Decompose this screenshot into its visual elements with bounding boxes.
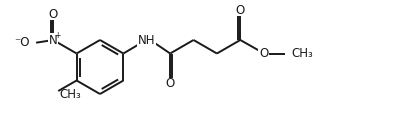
Text: CH₃: CH₃ xyxy=(292,47,313,60)
Text: CH₃: CH₃ xyxy=(59,88,81,101)
Text: O: O xyxy=(259,47,268,60)
Text: O: O xyxy=(166,77,175,90)
Text: O: O xyxy=(48,8,58,21)
Text: +: + xyxy=(54,31,61,40)
Text: N: N xyxy=(49,34,58,46)
Text: ⁻O: ⁻O xyxy=(15,36,30,49)
Text: O: O xyxy=(236,4,245,17)
Text: NH: NH xyxy=(138,34,156,46)
